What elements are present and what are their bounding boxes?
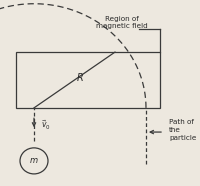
Bar (16, 52, 160, 108)
Text: Region of
magnetic field: Region of magnetic field (96, 16, 148, 29)
Text: Path of
the
particle: Path of the particle (169, 119, 196, 141)
Text: $m$: $m$ (29, 156, 39, 165)
Text: $\vec{v}_0$: $\vec{v}_0$ (41, 119, 51, 132)
Text: $R$: $R$ (76, 71, 84, 83)
